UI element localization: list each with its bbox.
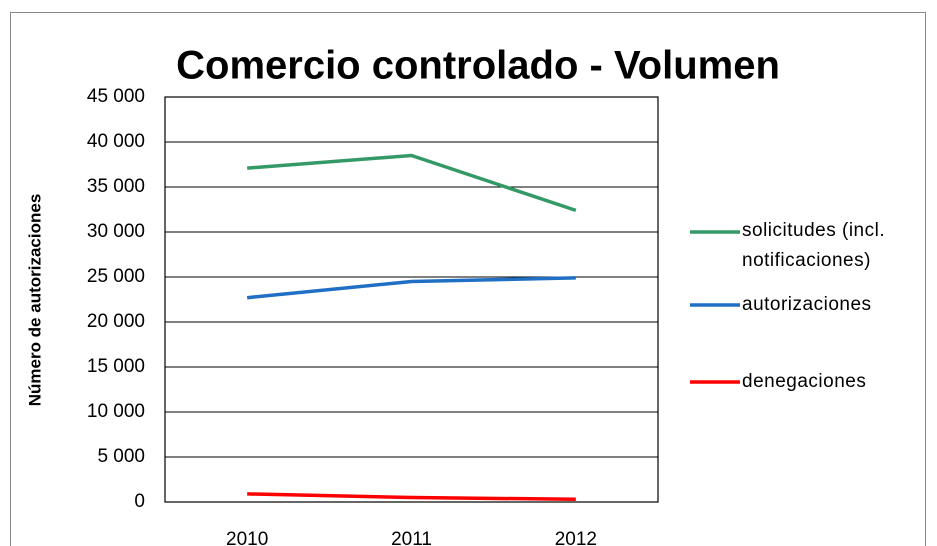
y-tick-label: 40 000 bbox=[87, 131, 145, 152]
plot-area bbox=[164, 96, 659, 503]
y-tick-label: 5 000 bbox=[97, 446, 145, 467]
legend-label: solicitudes (incl. notificaciones) bbox=[742, 220, 886, 271]
series-line bbox=[247, 492, 576, 502]
y-tick-label: 45 000 bbox=[87, 86, 145, 107]
y-tick-label: 35 000 bbox=[87, 176, 145, 197]
chart-frame bbox=[10, 12, 926, 546]
x-tick-label: 2011 bbox=[391, 529, 432, 546]
y-tick-label: 0 bbox=[134, 491, 145, 512]
legend-label: denegaciones bbox=[742, 371, 867, 392]
x-tick-label: 2012 bbox=[555, 529, 597, 546]
x-tick-label: 2010 bbox=[226, 529, 268, 546]
y-tick-label: 20 000 bbox=[87, 311, 145, 332]
legend-label: autorizaciones bbox=[742, 294, 872, 315]
y-tick-label: 15 000 bbox=[87, 356, 145, 377]
y-tick-label: 25 000 bbox=[87, 266, 145, 287]
y-tick-label: 30 000 bbox=[87, 221, 145, 242]
series-line bbox=[246, 276, 576, 300]
y-axis-label: Número de autorizaciones bbox=[25, 194, 44, 407]
series-line bbox=[247, 153, 577, 213]
y-tick-label: 10 000 bbox=[87, 401, 145, 422]
chart-title: Comercio controlado - Volumen bbox=[176, 44, 780, 88]
